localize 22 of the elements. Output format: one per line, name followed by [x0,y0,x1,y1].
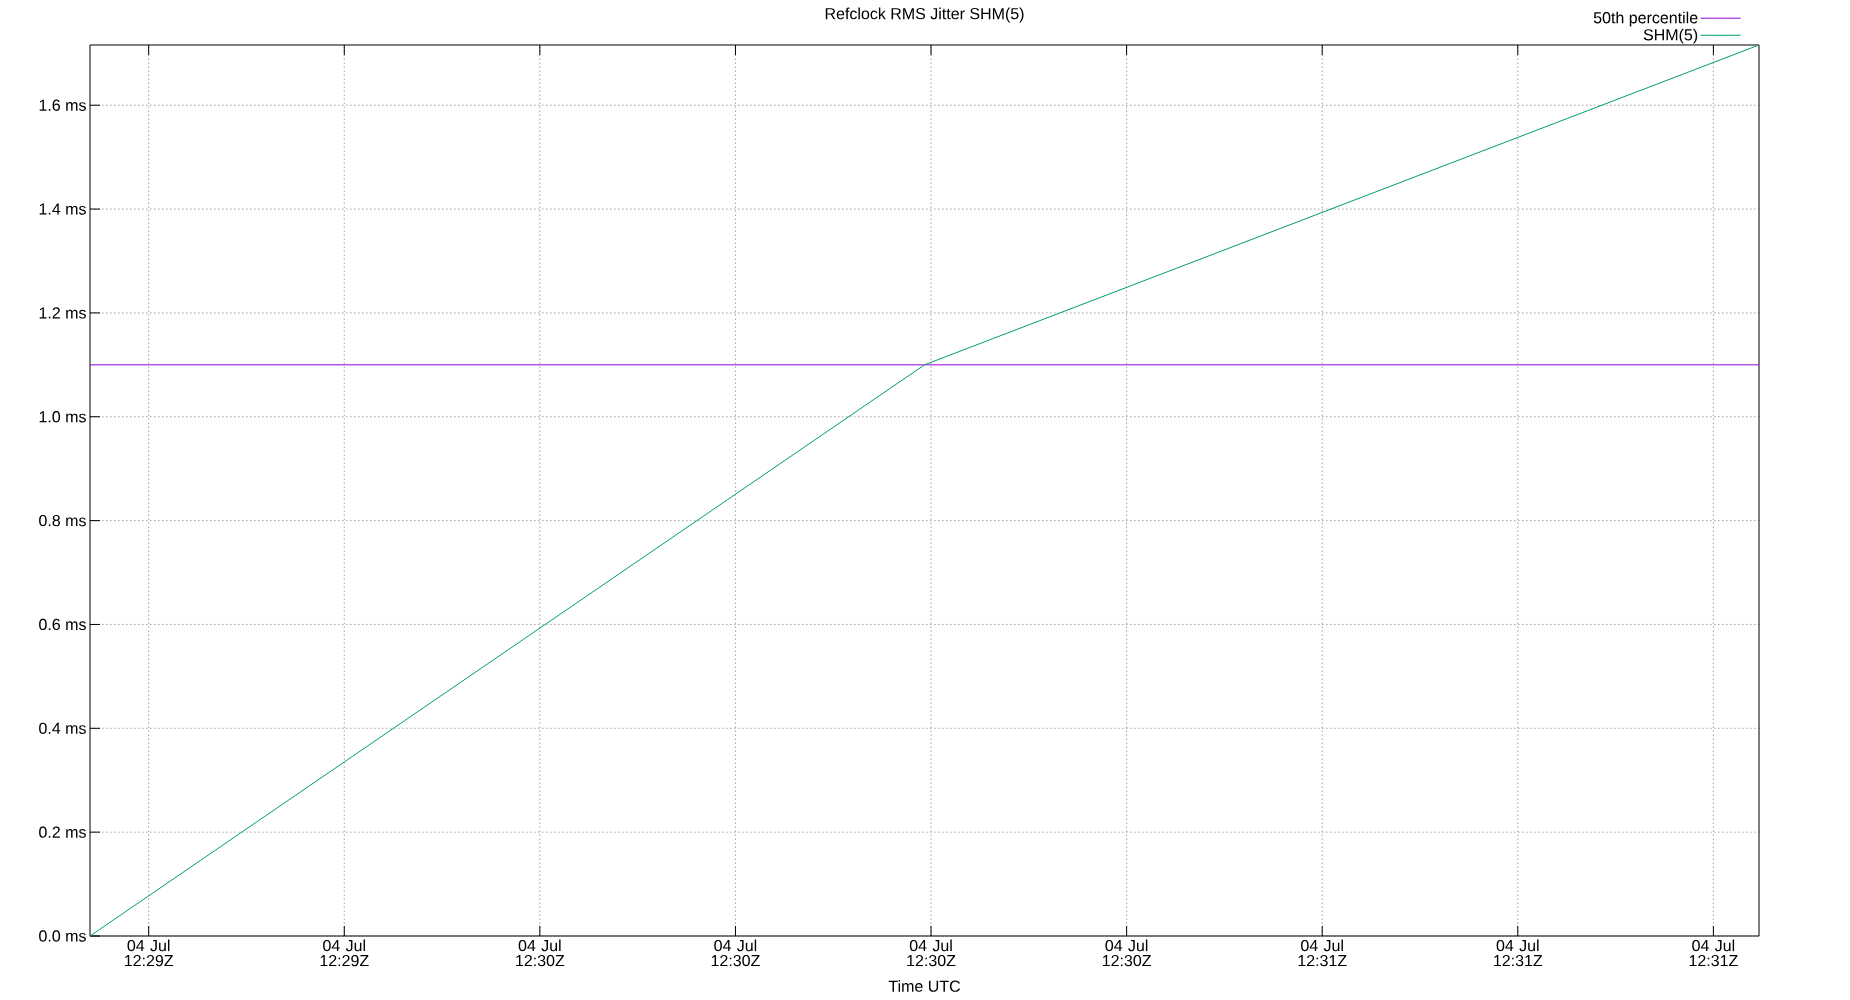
y-tick-label: 1.6 ms [39,99,86,111]
y-tick-label: 0.8 ms [39,514,86,527]
y-tick-label: 0.2 ms [39,826,86,838]
y-tick-label: 1.4 ms [39,203,86,215]
x-tick-label: 04 Jul 12:30Z [1102,939,1152,967]
x-tick-label: 04 Jul 12:30Z [907,939,956,967]
y-tick-label: 0.4 ms [39,722,86,734]
x-axis-title: Time UTC [888,980,961,992]
x-tick-label: 04 Jul 12:31Z [1689,939,1738,967]
x-tick-label: 04 Jul 12:31Z [1298,939,1347,967]
legend-label: SHM(5) [1643,28,1698,44]
x-tick-label: 04 Jul 12:29Z [320,939,369,967]
x-tick-label: 04 Jul 12:31Z [1494,939,1543,967]
legend-label: 50th percentile [1593,11,1698,27]
x-tick-label: 04 Jul 12:29Z [124,939,174,967]
y-tick-label: 1.0 ms [39,411,86,423]
y-tick-label: 1.2 ms [39,307,86,319]
x-tick-label: 04 Jul 12:30Z [516,939,565,967]
y-tick-label: 0.0 ms [39,930,86,942]
chart-title: Refclock RMS Jitter SHM(5) [825,7,1024,23]
x-tick-label: 04 Jul 12:30Z [711,939,760,967]
y-tick-label: 0.6 ms [39,618,86,631]
